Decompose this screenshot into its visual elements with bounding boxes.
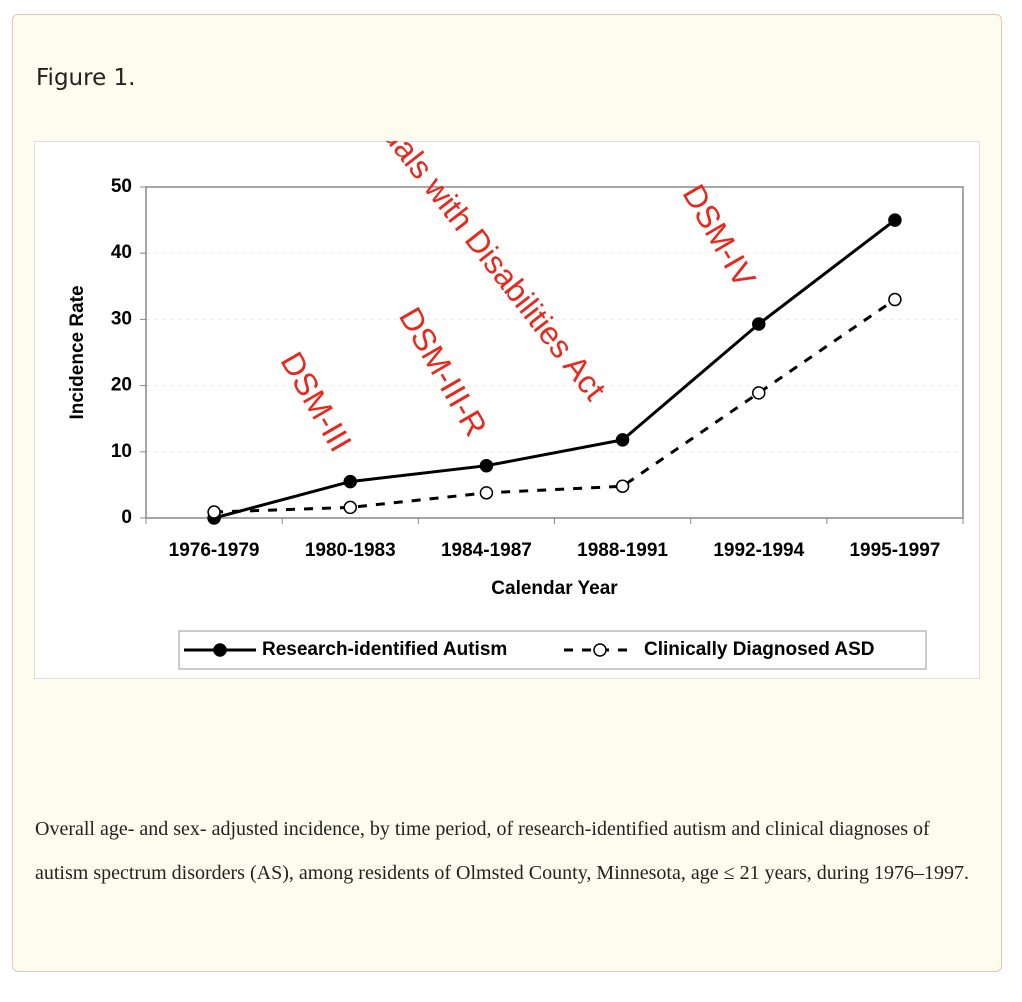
x-tick-label: 1984-1987 (441, 540, 532, 561)
y-axis-label: Incidence Rate (67, 285, 88, 419)
series-line (213, 218, 896, 520)
data-point (479, 486, 494, 500)
data-point (888, 213, 902, 227)
x-axis-label: Calendar Year (491, 578, 618, 599)
data-point (207, 505, 221, 519)
data-point (343, 500, 357, 515)
legend-label: Clinically Diagnosed ASD (644, 639, 875, 660)
chart-panel (34, 141, 980, 679)
data-point (479, 458, 494, 473)
y-tick-label: 20 (111, 375, 132, 396)
data-point (752, 317, 766, 331)
data-point (343, 474, 357, 489)
legend-marker (593, 643, 607, 657)
x-tick-label: 1988-1991 (577, 540, 668, 561)
x-tick-label: 1976-1979 (169, 540, 260, 561)
series-line (214, 298, 896, 514)
legend-marker (213, 643, 227, 657)
y-tick-label: 30 (111, 308, 132, 329)
y-tick-label: 40 (111, 242, 132, 263)
y-tick-label: 0 (121, 507, 132, 528)
y-tick-label: 50 (111, 176, 132, 197)
x-tick-label: 1992-1994 (713, 540, 804, 561)
caption: Overall age- and sex- adjusted incidence… (35, 818, 969, 884)
x-tick-label: 1995-1997 (849, 540, 940, 561)
x-tick-label: 1980-1983 (305, 540, 396, 561)
y-tick-label: 10 (111, 441, 132, 462)
figure-card: Figure 1. 0 10 20 30 40 50 1976-1979 1980-1983 1… (12, 14, 1002, 972)
figure-label: Figure 1. (36, 65, 136, 91)
data-point (615, 479, 630, 493)
data-point (752, 386, 766, 400)
legend-label: Research-identified Autism (262, 639, 507, 660)
data-point (615, 433, 630, 447)
data-point (888, 292, 902, 307)
chart: 0 10 20 30 40 50 1976-1979 1980-1983 1984-1987 19… (34, 141, 980, 679)
legend-box (178, 630, 927, 670)
